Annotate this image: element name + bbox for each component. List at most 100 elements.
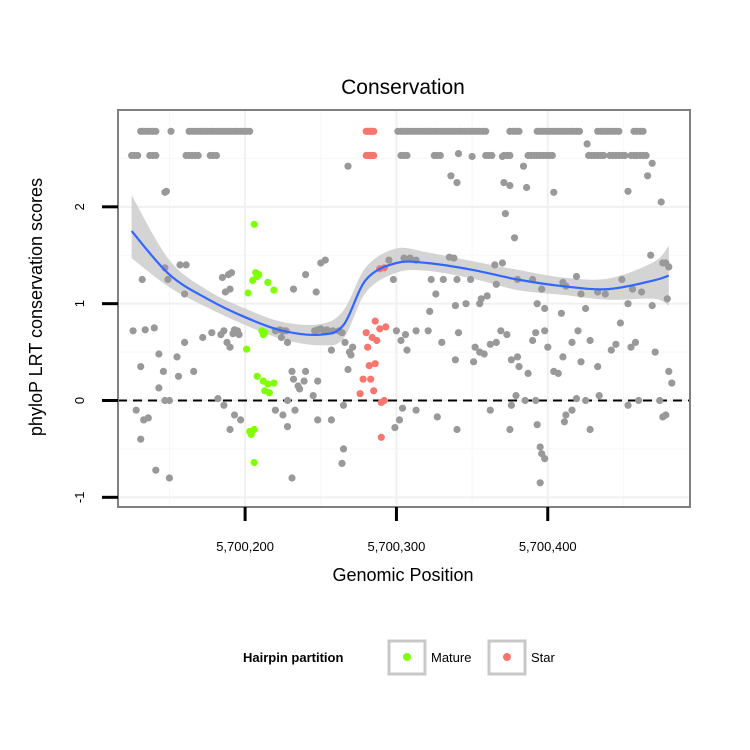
point-other [152, 151, 160, 160]
point-other [541, 327, 549, 335]
point-other [607, 346, 615, 354]
point-mature [244, 289, 252, 297]
point-other [129, 327, 137, 335]
point-other [577, 358, 585, 366]
point-other [507, 356, 515, 364]
point-other [648, 159, 656, 167]
point-other [644, 172, 652, 180]
point-other [651, 348, 659, 356]
point-other [220, 327, 228, 335]
point-other [167, 127, 175, 135]
point-other [237, 416, 245, 424]
legend: Hairpin partition Mature Star [243, 639, 556, 676]
y-tick-label: -1 [72, 492, 87, 504]
confidence-ribbon-layer [131, 195, 669, 346]
point-other [300, 377, 308, 385]
point-other [480, 350, 488, 358]
point-other [519, 162, 528, 170]
point-other [150, 324, 158, 332]
point-other [507, 401, 515, 409]
point-other [536, 479, 544, 487]
point-other [312, 288, 320, 296]
point-other [155, 350, 163, 358]
point-mature [255, 271, 263, 279]
point-other [656, 396, 664, 405]
point-mature [249, 276, 257, 284]
point-other [657, 198, 665, 206]
point-other [513, 353, 522, 361]
point-other [668, 379, 676, 387]
point-other [214, 395, 222, 403]
point-other [289, 375, 298, 383]
x-tick-label: 5,700,200 [216, 539, 274, 554]
point-other [582, 396, 590, 405]
point-star [376, 325, 384, 333]
point-other [467, 275, 475, 284]
point-other [594, 363, 602, 371]
point-other [486, 406, 494, 414]
point-other [583, 140, 591, 148]
point-other [492, 280, 500, 288]
chart-title: Conservation [341, 76, 465, 99]
point-other [486, 340, 494, 348]
point-star [370, 387, 378, 395]
point-other [291, 406, 299, 414]
point-other [586, 336, 594, 345]
point-other [544, 343, 552, 351]
point-other [453, 275, 461, 284]
point-other [327, 416, 335, 424]
point-other [532, 396, 540, 405]
point-mature [250, 425, 258, 434]
point-star [364, 343, 372, 351]
point-other [451, 302, 459, 310]
point-other [323, 326, 331, 334]
point-other [164, 275, 172, 284]
point-other [554, 369, 562, 377]
point-star [382, 323, 390, 331]
point-other [341, 338, 349, 346]
point-other [559, 353, 567, 361]
point-other [600, 151, 608, 160]
point-other [586, 425, 594, 434]
point-other [662, 259, 670, 267]
point-other [218, 273, 226, 282]
point-mature [243, 345, 251, 353]
point-other [541, 304, 549, 313]
point-other [510, 234, 519, 242]
point-other [523, 183, 531, 192]
point-other [277, 333, 285, 342]
point-other [533, 421, 541, 429]
y-axis-label: phyloP LRT conservation scores [26, 178, 46, 436]
point-other [339, 445, 348, 453]
point-other [529, 336, 537, 345]
point-other [338, 329, 346, 337]
point-other [638, 288, 646, 296]
point-other [403, 151, 411, 160]
point-other [663, 295, 671, 303]
point-other [521, 396, 529, 405]
point-star [371, 317, 379, 325]
point-other [302, 271, 310, 279]
point-other [548, 151, 556, 160]
legend-label-mature: Mature [431, 650, 471, 665]
point-star [370, 151, 378, 160]
legend-key-mature [387, 639, 427, 676]
point-other [557, 309, 566, 317]
point-other [572, 272, 581, 281]
point-other [141, 326, 149, 334]
point-other [159, 367, 167, 375]
point-other [144, 414, 152, 422]
point-star [371, 360, 379, 368]
point-other [488, 151, 496, 160]
point-other [389, 275, 397, 284]
point-other [621, 151, 629, 160]
point-other [635, 396, 643, 405]
point-other [628, 285, 637, 293]
point-mature [264, 278, 272, 286]
point-other [344, 365, 352, 374]
point-other [181, 338, 189, 346]
point-other [344, 162, 352, 170]
point-other [321, 256, 329, 264]
point-other [498, 152, 506, 161]
